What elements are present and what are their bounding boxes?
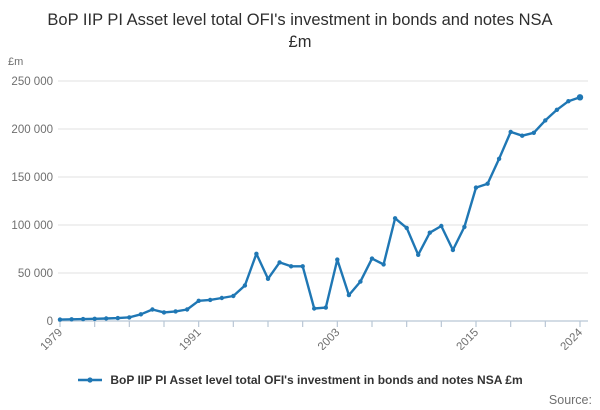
data-point-marker xyxy=(335,257,340,262)
data-point-marker xyxy=(57,317,63,322)
data-point-marker xyxy=(346,292,352,298)
data-point-marker xyxy=(150,307,155,312)
legend: BoP IIP PI Asset level total OFI's inves… xyxy=(0,373,600,387)
data-point-marker xyxy=(104,316,109,321)
data-point-marker xyxy=(219,295,224,301)
data-point-marker xyxy=(208,297,213,303)
data-point-marker xyxy=(381,262,386,267)
data-point-marker xyxy=(416,252,421,257)
data-point-marker xyxy=(323,305,328,310)
y-tick-label: 250 000 xyxy=(11,76,53,88)
data-point-marker xyxy=(450,247,456,253)
data-point-marker xyxy=(392,216,398,221)
data-point-marker xyxy=(404,225,409,231)
data-point-marker xyxy=(576,94,584,101)
data-point-marker xyxy=(127,315,132,320)
data-point-marker xyxy=(254,251,259,256)
source-label: Source: xyxy=(548,393,592,407)
x-tick-label: 2024 xyxy=(559,326,586,350)
chart-area: 0 50 000 100 000 150 000 200 000 250 000 1979 1… xyxy=(0,68,600,353)
data-point-marker xyxy=(80,316,86,322)
data-point-marker xyxy=(312,306,317,311)
data-point-marker xyxy=(543,118,548,123)
data-point-marker xyxy=(300,264,305,269)
y-tick-label: 100 000 xyxy=(11,220,53,232)
x-tick-label: 2003 xyxy=(316,327,343,350)
data-point-marker xyxy=(173,309,178,314)
data-point-marker xyxy=(508,129,513,135)
data-line xyxy=(58,96,582,321)
legend-label: BoP IIP PI Asset level total OFI's inves… xyxy=(110,373,523,387)
data-point-marker xyxy=(520,133,525,138)
legend-dot xyxy=(87,377,93,383)
data-point-marker xyxy=(358,279,363,284)
data-point-marker xyxy=(439,223,444,229)
data-point-marker xyxy=(184,307,190,312)
data-point-marker xyxy=(473,185,479,190)
y-tick-label: 150 000 xyxy=(11,172,53,184)
data-point-marker xyxy=(138,312,144,317)
data-point-marker xyxy=(531,130,536,135)
y-axis-unit-label: £m xyxy=(8,56,24,68)
data-point-marker xyxy=(369,256,375,261)
data-point-marker xyxy=(161,310,167,315)
data-point-marker xyxy=(242,283,248,288)
data-point-marker xyxy=(196,298,201,303)
y-tick-label: 200 000 xyxy=(11,124,53,136)
x-tick-label: 2015 xyxy=(455,327,482,350)
data-point-marker xyxy=(265,276,271,281)
legend-line-dot-icon xyxy=(78,377,103,383)
data-point-marker xyxy=(288,264,294,269)
x-tick-label: 1979 xyxy=(39,327,66,350)
chart-canvas: 0 50 000 100 000 150 000 200 000 250 000 1979 1… xyxy=(11,76,588,353)
data-point-marker xyxy=(566,99,571,104)
data-point-marker xyxy=(115,315,121,321)
data-point-marker xyxy=(231,293,236,299)
page-title: BoP IIP PI Asset level total OFI's inves… xyxy=(47,11,553,51)
data-point-marker xyxy=(69,317,74,322)
data-point-marker xyxy=(496,156,502,161)
data-point-marker xyxy=(485,181,490,186)
y-tick-label: 50 000 xyxy=(18,268,53,280)
data-point-marker xyxy=(554,107,560,113)
data-point-marker xyxy=(277,260,282,265)
data-point-marker xyxy=(427,230,432,235)
data-point-marker xyxy=(462,224,467,230)
y-tick-label: 0 xyxy=(47,316,53,328)
x-tick-label: 1991 xyxy=(177,327,204,350)
data-point-marker xyxy=(92,316,97,321)
